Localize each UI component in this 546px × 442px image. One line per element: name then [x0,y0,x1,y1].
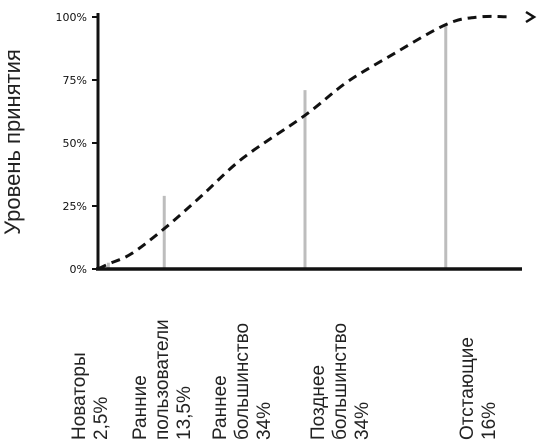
y-axis-label: Уровень принятия [0,49,25,235]
adoption-curve [97,10,537,271]
category-label-line: Новаторы [69,352,90,440]
category-label-line: 13,5% [174,386,195,440]
y-axis: 0% 25% 50% 75% 100% [56,11,100,276]
category-label-4: Позднеебольшинство34% [308,323,373,440]
category-label-line: Ранние [130,375,151,440]
y-tick-label: 100% [56,11,87,24]
y-tick-label: 25% [63,200,87,213]
category-label-line: 2,5% [91,397,112,440]
y-tick-label: 50% [63,137,87,150]
category-labels: Новаторы2,5% Ранниепользователи13,5% Ранне… [69,319,500,440]
category-label-line: Отстающие [457,337,478,440]
category-label-line: Раннее [210,375,231,440]
category-label-line: большинство [330,323,351,440]
curve-line [97,14,513,271]
boundary-lines [106,24,448,269]
category-label-line: 34% [352,402,373,440]
curve-arrowhead [525,10,537,24]
category-label-line: пользователи [152,319,173,440]
category-label-3: Раннеебольшинство34% [210,323,275,440]
category-label-line: 16% [479,402,500,440]
y-tick-label: 75% [63,74,87,87]
category-label-1: Новаторы2,5% [69,352,112,440]
y-tick-label: 0% [70,263,87,276]
category-label-line: большинство [232,323,253,440]
category-label-line: 34% [254,402,275,440]
category-label-2: Ранниепользователи13,5% [130,319,195,440]
category-label-5: Отстающие16% [457,337,500,440]
category-label-line: Позднее [308,365,329,440]
